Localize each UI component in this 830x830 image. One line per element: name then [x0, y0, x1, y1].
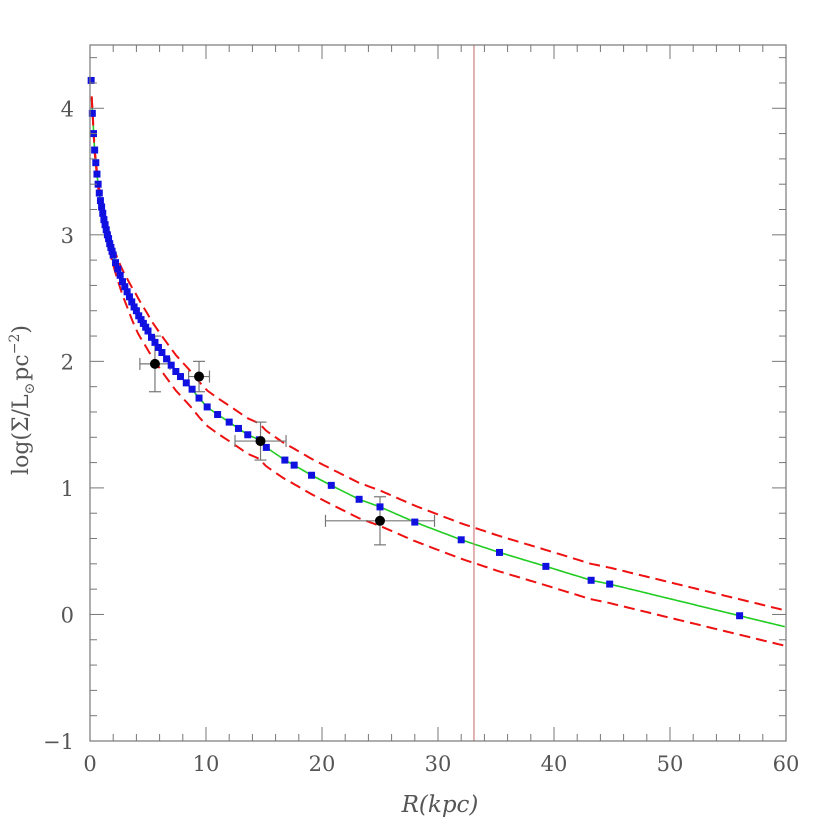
y-tick-label: 4 [61, 97, 74, 121]
profile-point [135, 312, 143, 320]
profile-point [98, 203, 106, 211]
measured-point [375, 515, 385, 526]
profile-point [290, 461, 298, 469]
profile-point [130, 303, 138, 311]
y-axis-label-sub: ⊙ [22, 383, 38, 395]
x-axis-label: R(kpc) [401, 792, 479, 818]
y-axis-label-pre: log(Σ/L [9, 394, 34, 475]
y-axis-label-sup: −2 [7, 334, 23, 355]
profile-point [203, 403, 211, 411]
profile-point [114, 265, 122, 273]
profile-point [308, 471, 316, 479]
profile-point [102, 226, 110, 234]
profile-point [355, 495, 363, 503]
profile-point [107, 243, 115, 251]
measured-points [149, 358, 385, 526]
profile-point [542, 562, 550, 570]
profile-point [96, 197, 104, 205]
profile-point [118, 278, 126, 286]
upper-bound-curve [90, 96, 786, 612]
profile-point [92, 159, 100, 167]
measured-point [194, 371, 205, 382]
profile-point [95, 189, 103, 197]
profile-point [736, 612, 744, 620]
profile-point [142, 323, 150, 331]
profile-point [158, 349, 166, 357]
x-tick-label: 0 [83, 752, 96, 776]
profile-point [103, 231, 111, 239]
x-tick-labels: 0 10 20 30 40 50 60 [83, 752, 799, 776]
lower-bound-curve [90, 97, 786, 647]
y-tick-label: −1 [43, 730, 74, 754]
profile-point [163, 355, 171, 363]
x-tick-label: 60 [773, 752, 800, 776]
profile-point [106, 240, 114, 248]
profile-point [225, 418, 233, 426]
profile-point [93, 170, 101, 178]
profile-point [154, 343, 162, 351]
profile-point [587, 576, 595, 584]
profile-point [167, 361, 175, 369]
y-tick-labels: −1 0 1 2 3 4 [43, 97, 74, 754]
profile-point [144, 327, 152, 335]
profile-point [376, 503, 384, 511]
profile-point [87, 76, 95, 84]
x-tick-label: 30 [425, 752, 452, 776]
profile-point [411, 518, 419, 526]
profile-point [147, 333, 155, 341]
profile-point [137, 316, 145, 324]
axis-ticks [89, 45, 787, 742]
profile-point [188, 385, 196, 393]
profile-point [132, 307, 140, 315]
y-tick-label: 2 [61, 350, 74, 374]
profile-point [99, 209, 107, 217]
profile-point [244, 431, 252, 439]
profile-point [88, 109, 96, 117]
profile-point [91, 146, 99, 154]
y-axis-label-mid: pc [9, 354, 34, 380]
profile-point [214, 411, 222, 419]
profile-point [125, 293, 133, 301]
profile-point [327, 481, 335, 489]
profile-point [128, 298, 136, 306]
profile-point [100, 216, 108, 224]
profile-point [121, 283, 129, 291]
profile-point [176, 373, 184, 381]
profile-point [172, 367, 180, 375]
profile-point [101, 221, 109, 229]
y-axis-label-post: ) [9, 325, 34, 334]
profile-points [87, 76, 744, 620]
profile-point [151, 338, 159, 346]
x-tick-label: 40 [541, 752, 568, 776]
measured-point [255, 436, 266, 447]
y-tick-label: 0 [61, 603, 74, 627]
profile-point [262, 443, 270, 451]
profile-point [94, 180, 102, 188]
model-curves [90, 96, 786, 647]
profile-point [139, 319, 147, 327]
profile-point [182, 379, 190, 387]
profile-point [105, 235, 113, 243]
profile-point [108, 247, 116, 255]
error-bars [139, 335, 436, 546]
profile-point [112, 259, 120, 267]
y-tick-label: 1 [61, 477, 74, 501]
profile-point [495, 548, 503, 556]
x-tick-label: 20 [309, 752, 336, 776]
profile-point [457, 536, 465, 544]
profile-point [281, 456, 289, 464]
x-tick-label: 10 [193, 752, 220, 776]
profile-point [123, 288, 131, 296]
profile-point [195, 394, 203, 402]
profile-point [606, 580, 614, 588]
profile-point [109, 251, 117, 259]
profile-point [116, 271, 124, 279]
profile-point [234, 424, 242, 432]
y-tick-label: 3 [61, 224, 74, 248]
measured-point [149, 358, 160, 369]
y-axis-label: log(Σ/L⊙ pc−2) [7, 325, 38, 475]
x-tick-label: 50 [657, 752, 684, 776]
